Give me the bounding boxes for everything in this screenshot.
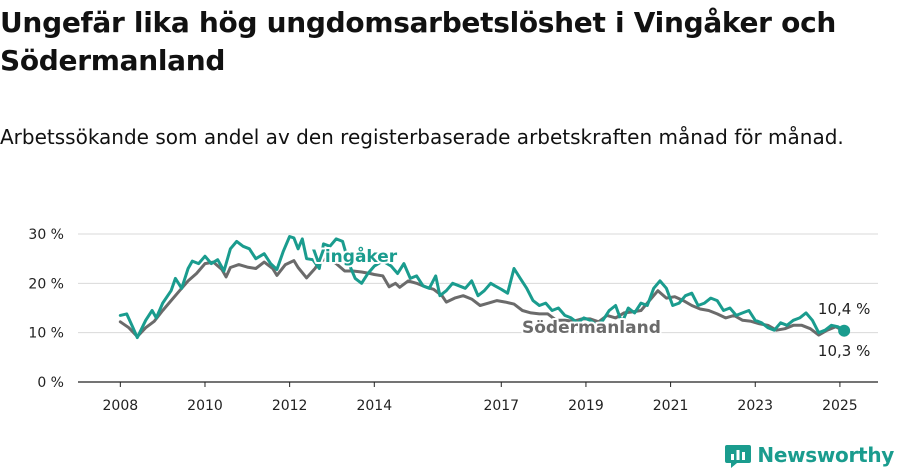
x-tick-label: 2010 xyxy=(187,398,223,414)
label-layer: 0 % 10 % 20 % 30 % 2008 2010 2012 2014 2017 2019 2… xyxy=(28,227,871,414)
chart-title: Ungefär lika hög ungdomsarbetslöshet i V… xyxy=(0,6,837,77)
grid-layer xyxy=(78,233,878,387)
x-tick-label: 2012 xyxy=(272,398,308,414)
x-tick-label: 2021 xyxy=(653,398,689,414)
chart-subtitle: Arbetssökande som andel av den registerb… xyxy=(0,125,844,149)
series-end-point xyxy=(838,324,851,337)
x-tick-label: 2008 xyxy=(103,398,139,414)
newsworthy-brand[interactable]: Newsworthy xyxy=(725,442,894,468)
x-tick-label: 2025 xyxy=(822,398,858,414)
y-tick-label: 0 % xyxy=(37,375,64,391)
newsworthy-logo-icon xyxy=(725,445,752,468)
end-value-label-sodermanland: 10,3 % xyxy=(818,342,870,360)
y-tick-label: 20 % xyxy=(28,276,64,292)
x-tick-label: 2017 xyxy=(483,398,519,414)
series-layer xyxy=(118,235,851,340)
x-tick-label: 2019 xyxy=(568,398,604,414)
y-tick-label: 30 % xyxy=(28,227,64,243)
series-label-sodermanland: Södermanland xyxy=(522,318,661,338)
x-tick-label: 2023 xyxy=(737,398,773,414)
series-line-vingaker xyxy=(118,235,846,340)
series-label-vingaker: Vingåker xyxy=(312,245,398,267)
brand-name: Newsworthy xyxy=(757,443,894,467)
x-tick-label: 2014 xyxy=(356,398,392,414)
y-tick-label: 10 % xyxy=(28,326,64,342)
series-line-sodermanland xyxy=(118,256,846,339)
end-value-label-vingaker: 10,4 % xyxy=(818,300,870,318)
